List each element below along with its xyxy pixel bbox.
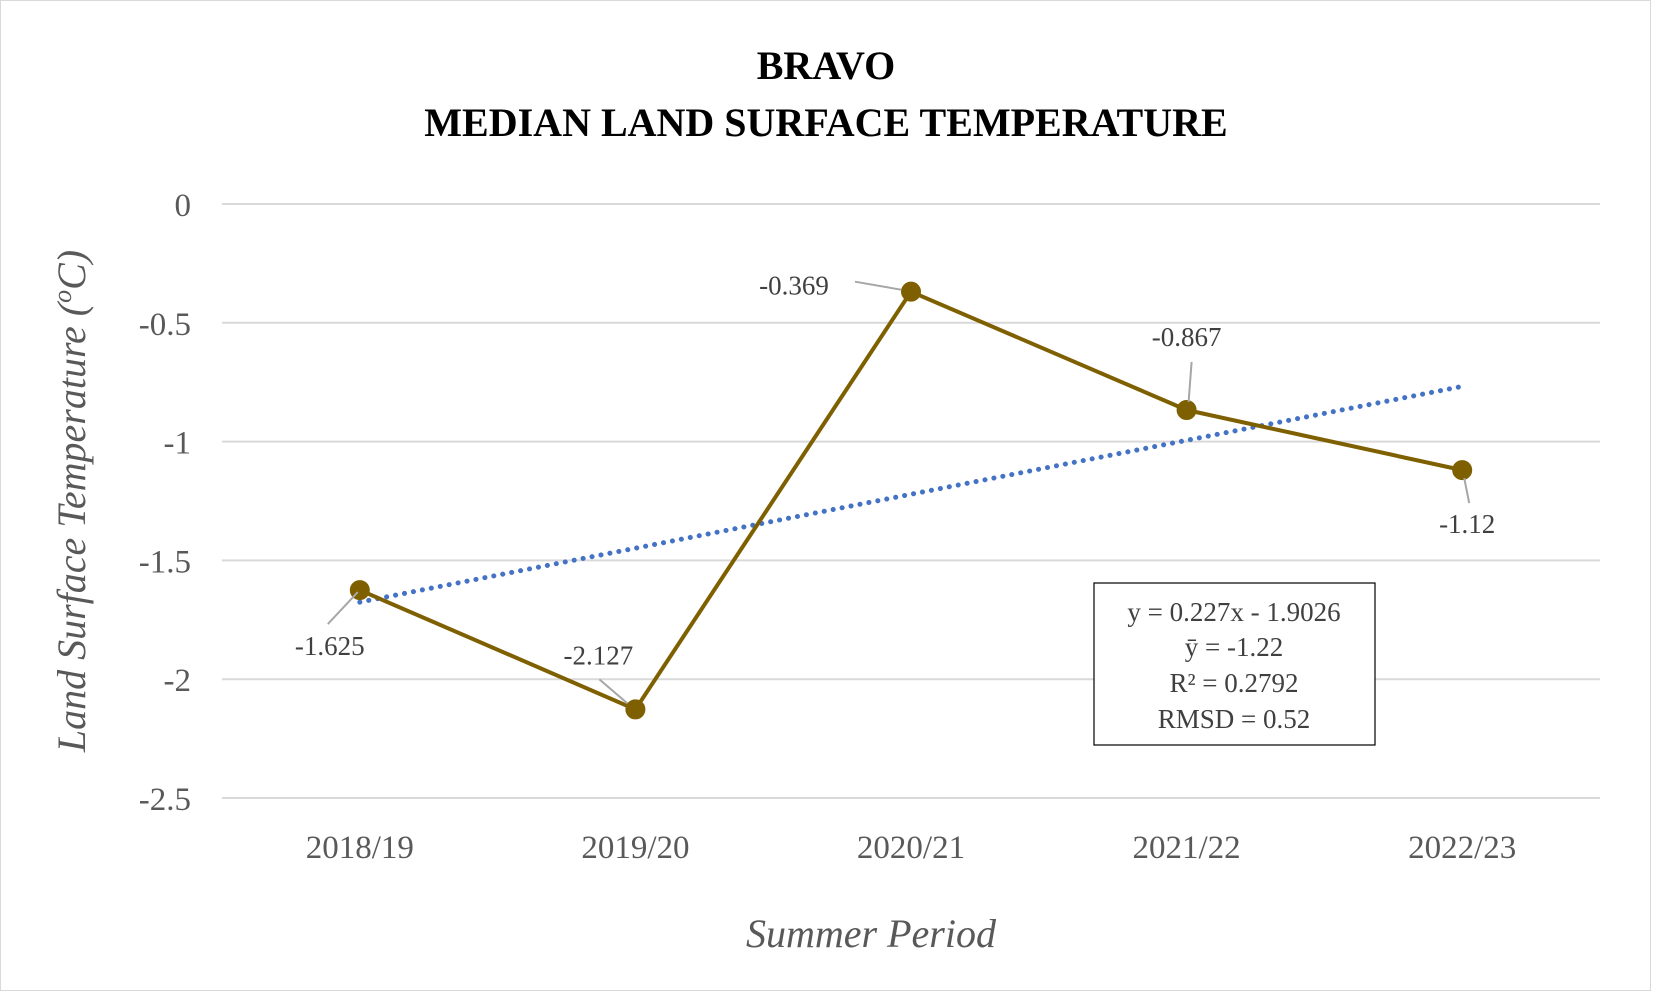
y-axis-title: Land Surface Temperature (oC) [48,250,94,753]
y-axis-title-superscript: o [48,290,77,303]
series-group [349,281,1473,720]
data-point [1176,399,1197,420]
y-tick-label: 0 [175,188,192,224]
stats-box-border [1093,582,1376,746]
data-label: -0.867 [1152,322,1222,352]
data-label-leader [598,678,629,705]
data-point [1452,460,1473,481]
x-tick-label: 2020/21 [857,830,965,866]
x-axis-ticks: 2018/19 2019/20 2020/21 2021/22 2022/23 [306,830,1517,866]
y-tick-label: -1 [164,426,192,462]
y-tick-label: -1.5 [139,544,191,580]
x-tick-label: 2018/19 [306,830,414,866]
x-axis-title: Summer Period [746,911,997,956]
stats-box: y = 0.227x - 1.9026 ȳ = -1.22 R² = 0.279… [1093,582,1376,746]
y-tick-label: -0.5 [139,307,191,343]
trendline [357,383,1465,605]
stats-mean: ȳ = -1.22 [1185,632,1283,662]
y-tick-label: -2.5 [139,782,191,818]
y-axis-title-unit: C) [49,250,94,290]
y-axis-ticks: 0 -0.5 -1 -1.5 -2 -2.5 [139,188,191,818]
data-label: -1.12 [1439,509,1495,539]
data-label: -2.127 [564,640,634,670]
x-tick-label: 2022/23 [1408,830,1516,866]
data-point [901,281,921,302]
x-tick-label: 2021/22 [1133,830,1241,866]
data-label: -1.625 [295,631,365,661]
x-tick-label: 2019/20 [581,830,689,866]
data-label-leader [1463,477,1471,504]
data-label-leader [327,591,359,625]
data-label: -0.369 [759,271,829,301]
chart-title-line1: BRAVO [757,43,896,88]
data-label-leader [1187,361,1193,403]
data-label-leader [854,280,902,291]
stats-equation: y = 0.227x - 1.9026 [1127,597,1340,627]
chart-title-line2: MEDIAN LAND SURFACE TEMPERATURE [424,100,1227,145]
y-tick-label: -2 [164,663,192,699]
y-axis-title-main: Land Surface Temperature ( [49,300,94,753]
data-point [625,699,646,720]
data-labels: -1.625 -2.127 -0.369 -0.867 -1.12 [295,271,1495,705]
stats-rmsd: RMSD = 0.52 [1158,704,1311,734]
trendline-group [357,383,1465,605]
stats-r-squared: R² = 0.2792 [1169,668,1298,698]
